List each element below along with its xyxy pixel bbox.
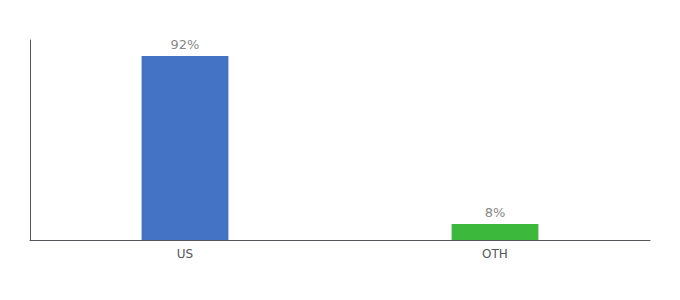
- svg-text:92%: 92%: [171, 37, 200, 52]
- svg-text:OTH: OTH: [482, 247, 508, 261]
- svg-text:US: US: [177, 247, 193, 261]
- svg-text:8%: 8%: [485, 205, 506, 220]
